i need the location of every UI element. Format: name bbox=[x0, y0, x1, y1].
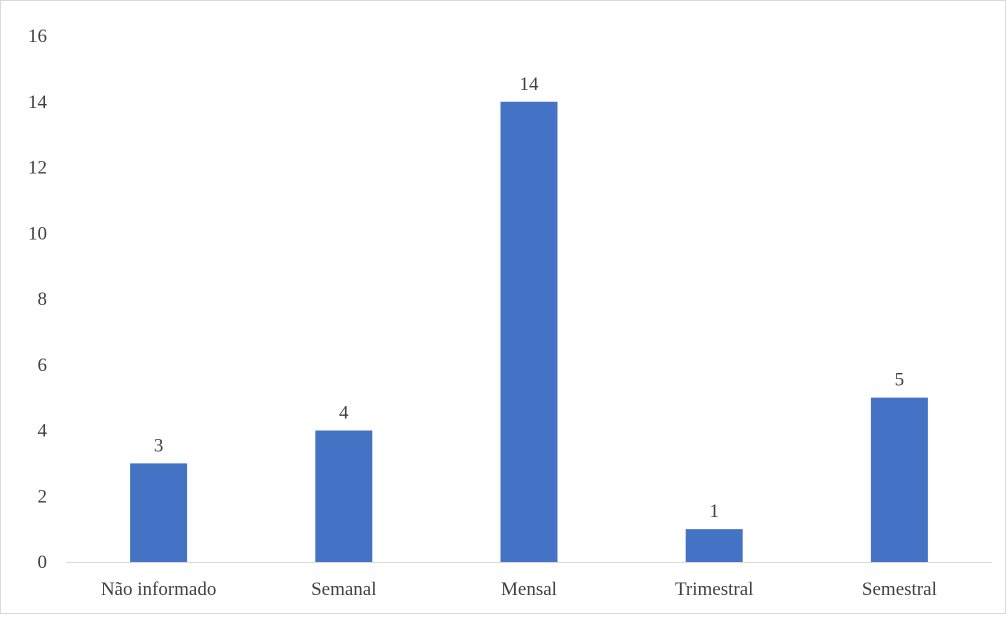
y-tick-label: 4 bbox=[38, 421, 48, 442]
x-category-label: Não informado bbox=[101, 579, 217, 600]
x-category-label: Semestral bbox=[862, 579, 937, 600]
y-tick-label: 12 bbox=[28, 158, 47, 179]
y-tick-label: 0 bbox=[38, 552, 48, 573]
y-tick-label: 8 bbox=[38, 289, 48, 310]
bar bbox=[315, 430, 373, 562]
data-label: 3 bbox=[154, 435, 164, 456]
data-label: 5 bbox=[895, 370, 905, 391]
y-tick-label: 2 bbox=[38, 486, 48, 507]
y-tick-label: 16 bbox=[28, 26, 47, 47]
x-category-label: Trimestral bbox=[675, 579, 753, 600]
bar bbox=[130, 463, 188, 562]
y-axis: 0 2 4 6 8 10 12 14 16 bbox=[28, 26, 48, 573]
x-category-label: Semanal bbox=[311, 579, 376, 600]
bar bbox=[870, 397, 928, 562]
data-labels: 3 4 14 1 5 bbox=[154, 74, 904, 522]
bars bbox=[130, 101, 928, 562]
x-category-label: Mensal bbox=[501, 579, 557, 600]
y-tick-label: 14 bbox=[28, 92, 48, 113]
bar bbox=[500, 101, 558, 562]
bar bbox=[685, 529, 743, 562]
y-tick-label: 10 bbox=[28, 223, 47, 244]
data-label: 4 bbox=[339, 403, 349, 424]
data-label: 14 bbox=[520, 74, 540, 95]
y-tick-label: 6 bbox=[38, 355, 48, 376]
x-axis: Não informado Semanal Mensal Trimestral Seme… bbox=[101, 579, 937, 600]
data-label: 1 bbox=[709, 501, 719, 522]
